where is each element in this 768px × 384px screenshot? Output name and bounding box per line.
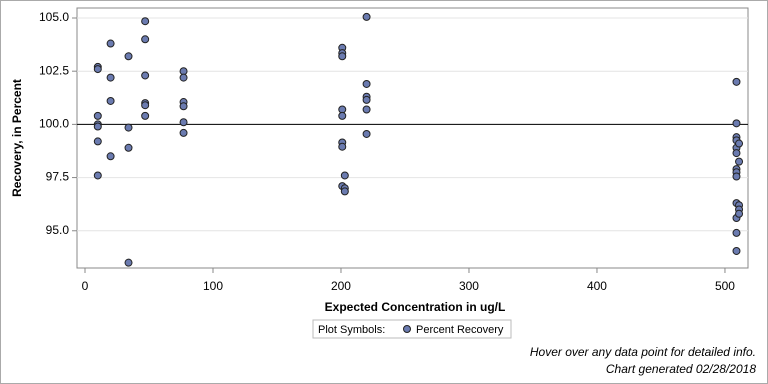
- y-tick-label: 100.0: [39, 117, 69, 131]
- data-point: [732, 77, 741, 86]
- data-point: [106, 73, 115, 82]
- y-tick-label: 95.0: [46, 223, 70, 237]
- data-point: [124, 52, 133, 61]
- data-point: [732, 246, 741, 255]
- x-tick-label: 100: [203, 279, 223, 293]
- legend-label: Percent Recovery: [416, 324, 504, 336]
- x-axis-label: Expected Concentration in ug/L: [325, 300, 506, 314]
- y-axis-label: Recovery, in Percent: [10, 79, 24, 197]
- y-tick-label: 102.5: [39, 63, 69, 77]
- data-point: [93, 137, 102, 146]
- x-tick-label: 200: [331, 279, 351, 293]
- data-point: [732, 172, 741, 181]
- data-point: [338, 52, 347, 61]
- x-tick-label: 300: [459, 279, 479, 293]
- plot-area: [76, 7, 749, 269]
- data-point: [362, 129, 371, 138]
- data-point: [338, 111, 347, 120]
- note: Hover over any data point for detailed i…: [530, 345, 756, 359]
- legend-title: Plot Symbols:: [318, 324, 385, 336]
- data-point: [124, 123, 133, 132]
- x-tick-label: 400: [587, 279, 607, 293]
- data-point: [141, 35, 150, 44]
- data-point: [106, 152, 115, 161]
- data-point: [732, 119, 741, 128]
- data-point: [141, 101, 150, 110]
- data-point: [179, 128, 188, 137]
- data-point: [93, 111, 102, 120]
- data-point: [732, 149, 741, 158]
- legend-marker: [403, 325, 411, 333]
- data-point: [179, 102, 188, 111]
- data-point: [362, 95, 371, 104]
- data-point: [124, 143, 133, 152]
- data-point: [735, 157, 744, 166]
- note: Chart generated 02/28/2018: [606, 362, 756, 376]
- data-point: [93, 122, 102, 131]
- y-tick-label: 105.0: [39, 10, 69, 24]
- data-point: [362, 79, 371, 88]
- data-point: [179, 118, 188, 127]
- data-point: [340, 171, 349, 180]
- data-point: [340, 187, 349, 196]
- data-point: [124, 258, 133, 267]
- data-point: [106, 39, 115, 48]
- x-tick-label: 0: [82, 279, 89, 293]
- data-point: [362, 105, 371, 114]
- data-point: [338, 142, 347, 151]
- data-point: [732, 228, 741, 237]
- data-point: [141, 111, 150, 120]
- data-point: [141, 17, 150, 26]
- x-tick-label: 500: [715, 279, 735, 293]
- data-point: [93, 171, 102, 180]
- data-point: [735, 139, 744, 148]
- data-point: [141, 71, 150, 80]
- data-point: [735, 209, 744, 218]
- legend-box: [312, 319, 512, 339]
- data-point: [179, 73, 188, 82]
- data-point: [362, 12, 371, 21]
- data-point: [106, 96, 115, 105]
- data-point: [93, 65, 102, 74]
- y-tick-label: 97.5: [46, 170, 70, 184]
